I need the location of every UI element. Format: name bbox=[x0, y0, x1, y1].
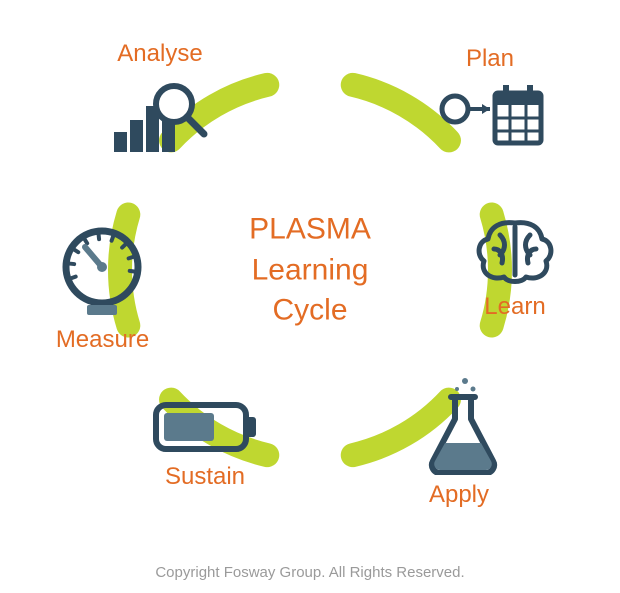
node-learn: Learn bbox=[470, 215, 560, 321]
brain-icon bbox=[470, 215, 560, 287]
node-sustain: Sustain bbox=[150, 395, 260, 491]
node-analyse: Analyse bbox=[110, 40, 210, 159]
label-plan: Plan bbox=[435, 45, 545, 73]
title-line-3: Cycle bbox=[249, 290, 371, 331]
node-plan: Plan bbox=[435, 45, 545, 157]
plasma-cycle-diagram: PLASMA Learning Cycle Plan Learn Apply S… bbox=[0, 0, 620, 593]
plan-icon bbox=[435, 79, 545, 157]
battery-icon bbox=[150, 395, 260, 457]
label-sustain: Sustain bbox=[150, 463, 260, 491]
label-measure: Measure bbox=[55, 326, 150, 354]
chart-icon bbox=[110, 74, 210, 159]
title-line-1: PLASMA bbox=[249, 209, 371, 250]
flask-icon bbox=[415, 375, 503, 475]
label-analyse: Analyse bbox=[110, 40, 210, 68]
label-apply: Apply bbox=[415, 481, 503, 509]
title-line-2: Learning bbox=[249, 250, 371, 291]
gauge-icon bbox=[55, 225, 150, 320]
label-learn: Learn bbox=[470, 293, 560, 321]
node-apply: Apply bbox=[415, 375, 503, 509]
diagram-title: PLASMA Learning Cycle bbox=[249, 209, 371, 331]
copyright-text: Copyright Fosway Group. All Rights Reser… bbox=[0, 564, 620, 581]
node-measure: Measure bbox=[55, 225, 150, 354]
